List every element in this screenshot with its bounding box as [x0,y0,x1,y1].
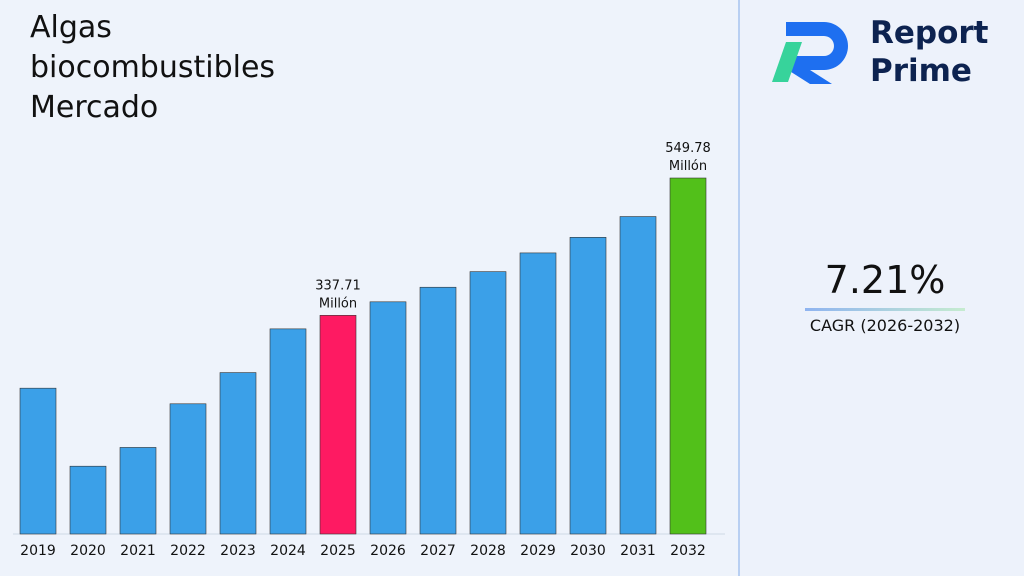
bar [119,447,157,535]
x-tick-label: 2023 [220,543,256,559]
x-tick-label: 2028 [470,543,506,559]
bar [619,216,657,535]
cagr-value: 7.21% [824,258,946,302]
side-panel [739,0,1024,576]
bar [369,301,407,535]
value-label: 337.71 Millón [315,278,361,311]
x-tick-label: 2027 [420,543,456,559]
brand: Report Prime [870,15,989,89]
bar [169,403,207,535]
bar [19,387,57,535]
bar [319,315,357,535]
x-tick-label: 2032 [670,543,706,559]
x-tick-label: 2026 [370,543,406,559]
logo [772,22,848,84]
bar [519,252,557,535]
bar [569,237,607,535]
x-tick-label: 2021 [120,543,156,559]
bar [469,271,507,535]
x-tick-label: 2029 [520,543,556,559]
bar [669,177,707,535]
bar [219,372,257,535]
x-tick-label: 2031 [620,543,656,559]
x-tick-label: 2020 [70,543,106,559]
x-tick-label: 2022 [170,543,206,559]
x-tick-label: 2030 [570,543,606,559]
x-tick-label: 2019 [20,543,56,559]
chart-title: Algas biocombustibles Mercado [30,10,276,125]
cagr-label: CAGR (2026-2032) [809,316,961,335]
cagr-underline [805,308,965,311]
bar [419,286,457,535]
bar [69,465,107,535]
bar [269,328,307,535]
x-tick-label: 2025 [320,543,356,559]
x-tick-label: 2024 [270,543,306,559]
value-label: 549.78 Millón [665,141,711,174]
